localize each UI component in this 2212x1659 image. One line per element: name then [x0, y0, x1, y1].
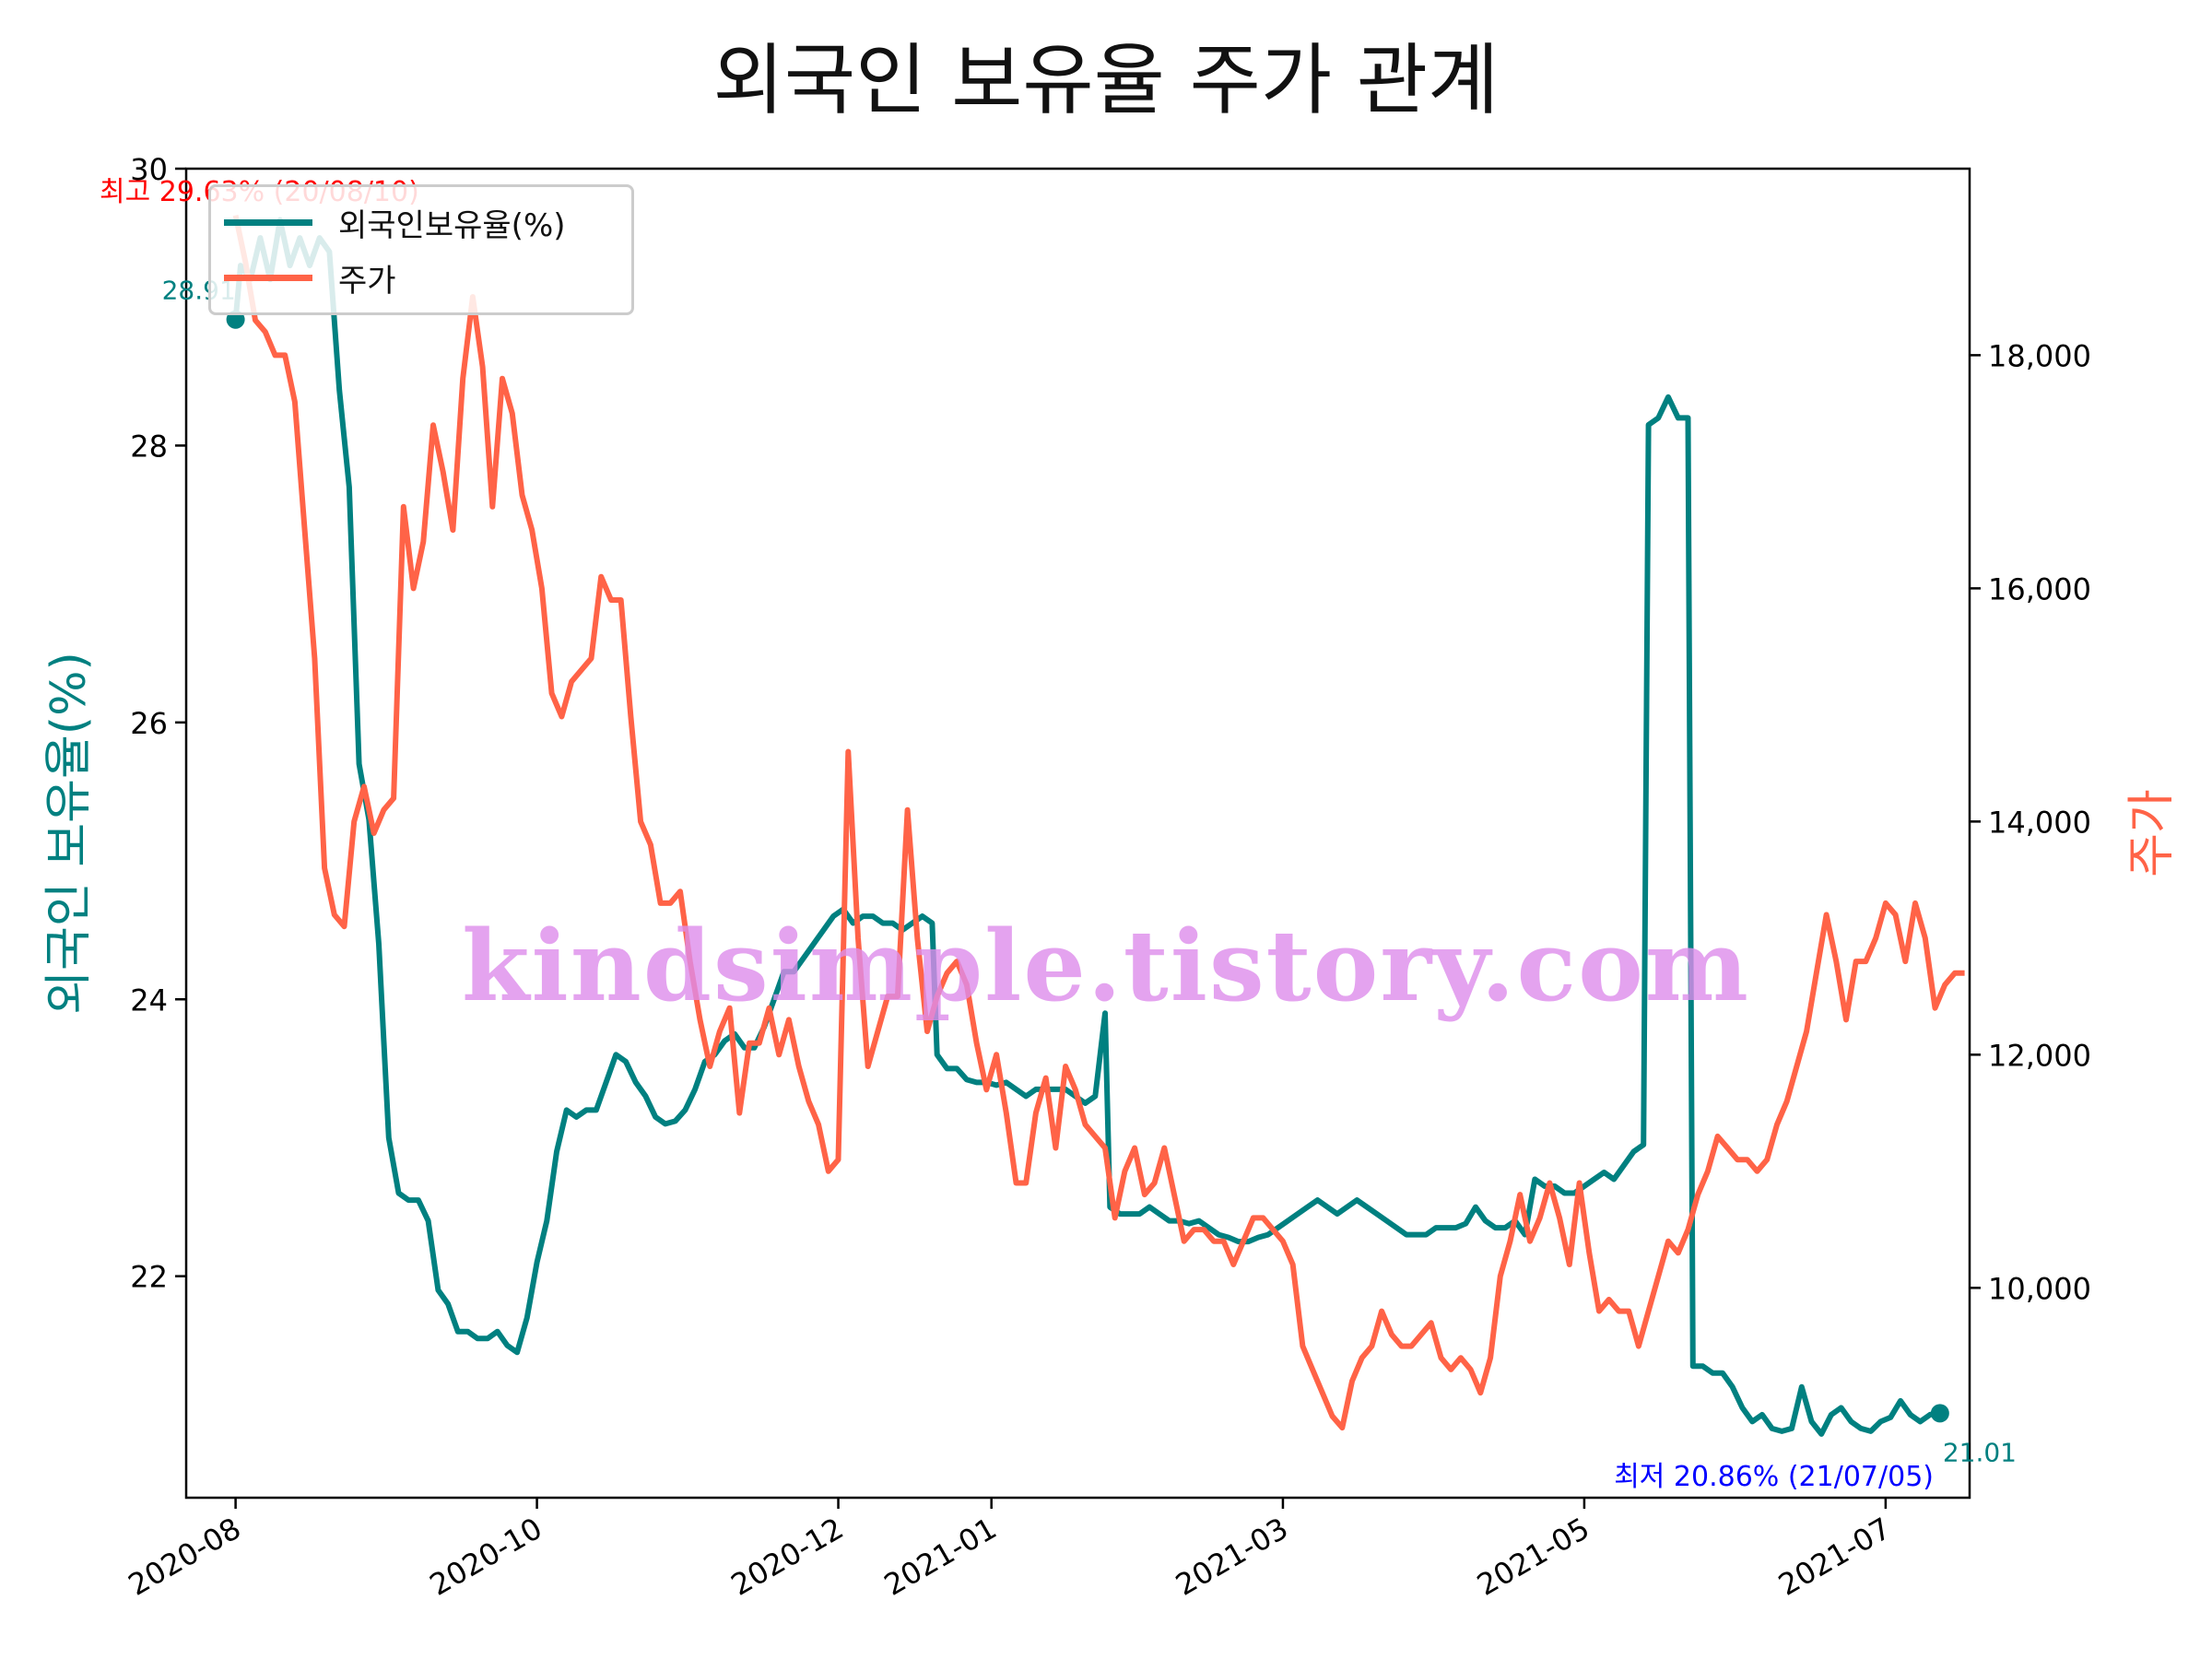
left-tick-label: 30 — [130, 152, 168, 187]
x-tick-label: 2021-05 — [1471, 1511, 1595, 1603]
ownership-series-line — [232, 217, 1941, 1437]
x-tick-label: 2021-07 — [1772, 1511, 1897, 1603]
x-axis-ticks: 2020-08 2020-10 2020-12 2021-01 2021-03 2021-… — [123, 1498, 1897, 1603]
right-axis-label: 주가 — [2124, 789, 2180, 877]
legend-label-price: 주가 — [338, 262, 396, 300]
legend-swatch-ownership — [224, 218, 312, 226]
right-tick-label: 12,000 — [1988, 1038, 2091, 1073]
legend: 외국인보유율(%) 주가 — [208, 184, 634, 315]
price-series-line — [232, 214, 1965, 1431]
right-tick-label: 10,000 — [1988, 1271, 2091, 1306]
x-tick-label: 2020-12 — [725, 1511, 850, 1603]
min-annotation: 최저 20.86% (21/07/05) — [1614, 1461, 1934, 1493]
left-tick-label: 22 — [130, 1260, 168, 1295]
series-lines — [232, 214, 1965, 1437]
left-tick-label: 28 — [130, 429, 168, 464]
left-axis-ticks: 22 24 26 28 30 — [130, 152, 186, 1295]
plot-frame — [184, 167, 1971, 1500]
legend-item-ownership: 외국인보유율(%) — [224, 196, 566, 248]
legend-swatch-price — [224, 274, 312, 281]
x-tick-label: 2021-01 — [878, 1511, 1003, 1603]
x-tick-label: 2021-03 — [1170, 1511, 1294, 1603]
legend-item-price: 주가 — [224, 252, 396, 303]
right-tick-label: 16,000 — [1988, 571, 2091, 606]
right-axis-ticks: 10,000 12,000 14,000 16,000 18,000 — [1970, 338, 2091, 1306]
x-tick-label: 2020-10 — [424, 1511, 548, 1603]
watermark: kindsimple.tistory.com — [462, 908, 1750, 1023]
left-tick-label: 26 — [130, 706, 168, 741]
right-tick-label: 14,000 — [1988, 805, 2091, 840]
end-marker — [1930, 1404, 1949, 1423]
x-tick-label: 2020-08 — [123, 1511, 247, 1603]
left-tick-label: 24 — [130, 982, 168, 1018]
end-value-label: 21.01 — [1943, 1437, 2017, 1467]
chart-title: 외국인 보유율 주가 관계 — [712, 35, 1500, 125]
left-axis-label: 외국인 보유율(%) — [41, 652, 97, 1015]
right-tick-label: 18,000 — [1988, 338, 2091, 373]
legend-label-ownership: 외국인보유율(%) — [338, 206, 566, 244]
